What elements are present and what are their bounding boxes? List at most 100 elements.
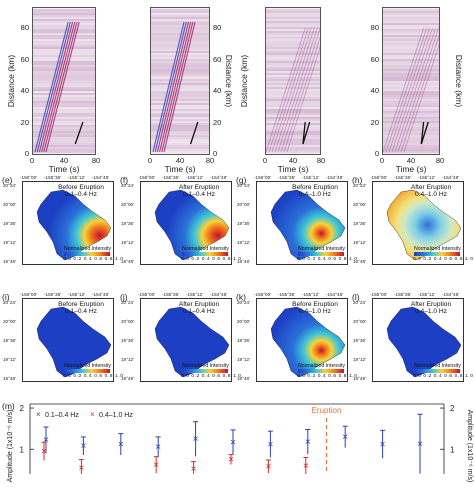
map-title-line2: 0.1–0.4 Hz: [65, 191, 97, 198]
lat-tick-label: 18°48': [121, 376, 134, 381]
velocity-reference-line-2: [420, 121, 425, 145]
data-point-marker: ×: [265, 462, 271, 473]
y-tick-label: 20: [20, 117, 29, 127]
y-tick-label: 0: [213, 149, 218, 158]
colorbar-label: Normalized Intensity: [64, 363, 111, 369]
x-axis-label: Time (s): [277, 164, 309, 174]
colorbar: [64, 369, 110, 373]
lat-tick-label: 20°00': [3, 319, 16, 324]
moveout-streak: [38, 21, 74, 153]
moveout-streak: [266, 27, 306, 153]
moveout-streak: [43, 21, 78, 153]
lon-tick-label: -154°48': [326, 175, 344, 180]
x-axis-label: Time (s): [48, 164, 80, 174]
lat-tick-label: 20°24': [3, 183, 16, 188]
moveout-streak: [163, 21, 196, 153]
colorbar-ticks: 0.0 0.2 0.4 0.6 0.8 1.0: [413, 374, 474, 379]
lon-tick-label: -154°48': [326, 292, 344, 297]
velocity-reference-line: [74, 121, 84, 145]
colorbar: [298, 252, 344, 256]
map-title-line1: After Eruption: [410, 184, 452, 191]
x-tick-label: 80: [205, 156, 215, 165]
lat-tick-label: 18°48': [353, 376, 366, 381]
lon-tick-label: -154°48': [92, 292, 110, 297]
lat-tick-label: 20°24': [237, 183, 250, 188]
y-axis-label: Distance (km): [6, 54, 16, 108]
colorbar-label: Normalized Intensity: [414, 363, 461, 369]
map-title-line2: 0.1–0.4 Hz: [183, 191, 215, 198]
right-tick-label: 1: [450, 445, 455, 454]
lon-tick-label: -156°00': [254, 175, 272, 180]
moveout-streak: [156, 21, 189, 153]
lat-tick-label: 20°00': [3, 202, 16, 207]
x-tick-label: 0: [379, 156, 385, 165]
seismogram-panel-2: [150, 7, 210, 155]
island-shape: [270, 306, 346, 378]
map-panel-f: [140, 181, 232, 265]
panel-label-m: (m): [2, 401, 15, 411]
lat-tick-label: 19°36': [353, 338, 366, 343]
colorbar-label: Normalized Intensity: [298, 246, 345, 252]
lon-tick-label: -156°00': [370, 292, 388, 297]
data-point-marker: ×: [155, 442, 161, 453]
colorbar-label: Normalized Intensity: [182, 363, 229, 369]
moveout-streak: [397, 27, 439, 153]
map-title-line2: 0.4–1.0 Hz: [299, 191, 331, 198]
lon-tick-label: -154°48': [442, 292, 460, 297]
island-shape: [270, 189, 346, 261]
lat-tick-label: 19°12': [121, 357, 134, 362]
data-point-marker: ×: [193, 434, 199, 445]
map-title-line1: After Eruption: [410, 301, 452, 308]
map-image: [154, 306, 230, 378]
colorbar: [182, 252, 228, 256]
map-title-line1: Before Eruption: [292, 184, 338, 191]
y-tick-label: 40: [20, 86, 29, 95]
colorbar-ticks: 0.0 0.2 0.4 0.6 0.8 1.0: [413, 257, 474, 262]
moveout-streak: [286, 46, 320, 153]
colorbar: [298, 369, 344, 373]
map-title-line2: 0.1–0.4 Hz: [183, 308, 215, 315]
left-tick-label: 2: [20, 404, 25, 413]
lat-tick-label: 19°36': [353, 221, 366, 226]
seismogram-panel-3: [265, 7, 321, 155]
x-tick-label: 40: [406, 156, 416, 165]
lon-tick-label: -155°12': [186, 292, 204, 297]
data-point-marker: ×: [41, 446, 47, 457]
lat-tick-label: 19°12': [353, 357, 366, 362]
moveout-streak: [154, 21, 187, 153]
data-point-marker: ×: [118, 439, 124, 450]
moveout-streak: [385, 27, 427, 153]
panel-label-i: (i): [2, 292, 10, 302]
velocity-reference-line: [189, 121, 199, 145]
lat-tick-label: 20°24': [121, 183, 134, 188]
x-tick-label: 80: [316, 156, 326, 165]
colorbar-label: Normalized Intensity: [182, 246, 229, 252]
lat-tick-label: 19°36': [237, 221, 250, 226]
map-panel-k: [256, 298, 348, 382]
lat-tick-label: 18°48': [237, 376, 250, 381]
lat-tick-label: 19°36': [121, 338, 134, 343]
lat-tick-label: 20°00': [353, 319, 366, 324]
moveout-streak: [403, 43, 439, 153]
lat-tick-label: 20°24': [353, 300, 366, 305]
map-panel-h: [372, 181, 464, 265]
lon-tick-label: -154°48': [210, 175, 228, 180]
legend-blue-marker: ×: [36, 410, 41, 419]
lat-tick-label: 20°00': [237, 202, 250, 207]
legend-blue-label: 0.1–0.4 Hz: [45, 412, 79, 419]
map-panel-j: [140, 298, 232, 382]
panel-label-f: (f): [120, 175, 129, 185]
seismogram-panel-4: [382, 7, 440, 155]
lon-tick-label: -154°48': [442, 175, 460, 180]
x-tick-label: 40: [288, 156, 298, 165]
lon-tick-label: -156°00': [254, 292, 272, 297]
x-tick-label: 0: [29, 156, 35, 165]
eruption-label: Eruption: [312, 406, 342, 415]
panel-label-j: (j): [120, 292, 128, 302]
panel-label-l: (l): [352, 292, 360, 302]
y-tick-label: 0: [24, 149, 29, 158]
lon-tick-label: -154°48': [210, 292, 228, 297]
data-point-marker: ×: [305, 437, 311, 448]
panel-label-k: (k): [236, 292, 246, 302]
lon-tick-label: -155°36': [162, 175, 180, 180]
